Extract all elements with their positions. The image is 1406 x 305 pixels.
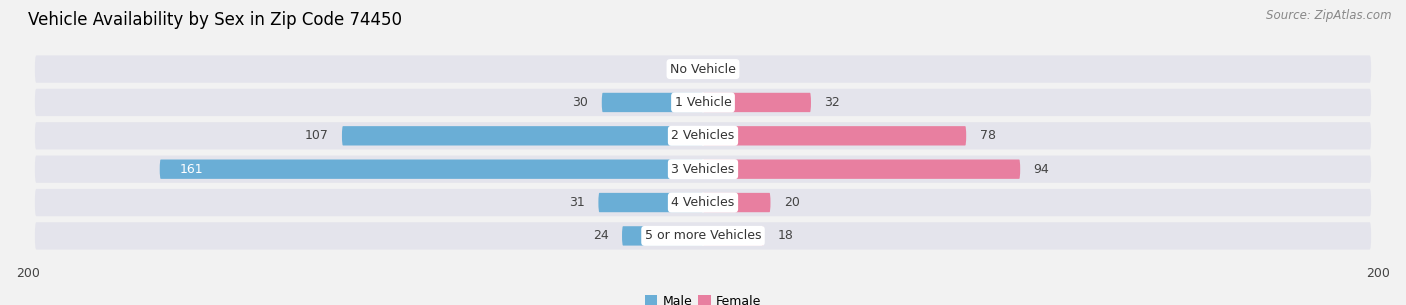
Text: 24: 24 <box>593 229 609 242</box>
FancyBboxPatch shape <box>35 122 1371 149</box>
FancyBboxPatch shape <box>703 126 966 145</box>
FancyBboxPatch shape <box>35 222 1371 249</box>
FancyBboxPatch shape <box>703 93 811 112</box>
FancyBboxPatch shape <box>621 226 703 246</box>
Text: 5 or more Vehicles: 5 or more Vehicles <box>645 229 761 242</box>
Text: 32: 32 <box>824 96 841 109</box>
Text: 1 Vehicle: 1 Vehicle <box>675 96 731 109</box>
FancyBboxPatch shape <box>703 193 770 212</box>
Legend: Male, Female: Male, Female <box>640 290 766 305</box>
Text: 18: 18 <box>778 229 793 242</box>
FancyBboxPatch shape <box>35 89 1371 116</box>
Text: 31: 31 <box>569 196 585 209</box>
Text: 30: 30 <box>572 96 588 109</box>
FancyBboxPatch shape <box>35 156 1371 183</box>
Text: 161: 161 <box>180 163 204 176</box>
Text: No Vehicle: No Vehicle <box>671 63 735 76</box>
FancyBboxPatch shape <box>35 56 1371 83</box>
FancyBboxPatch shape <box>602 93 703 112</box>
FancyBboxPatch shape <box>703 226 763 246</box>
Text: Vehicle Availability by Sex in Zip Code 74450: Vehicle Availability by Sex in Zip Code … <box>28 11 402 29</box>
Text: 0: 0 <box>720 63 728 76</box>
FancyBboxPatch shape <box>703 160 1021 179</box>
Text: 4 Vehicles: 4 Vehicles <box>672 196 734 209</box>
Text: 20: 20 <box>785 196 800 209</box>
FancyBboxPatch shape <box>342 126 703 145</box>
FancyBboxPatch shape <box>35 189 1371 216</box>
Text: 2 Vehicles: 2 Vehicles <box>672 129 734 142</box>
FancyBboxPatch shape <box>160 160 703 179</box>
Text: 0: 0 <box>678 63 686 76</box>
Text: 3 Vehicles: 3 Vehicles <box>672 163 734 176</box>
Text: 107: 107 <box>305 129 329 142</box>
Text: 94: 94 <box>1033 163 1049 176</box>
Text: Source: ZipAtlas.com: Source: ZipAtlas.com <box>1267 9 1392 22</box>
FancyBboxPatch shape <box>599 193 703 212</box>
Text: 78: 78 <box>980 129 995 142</box>
